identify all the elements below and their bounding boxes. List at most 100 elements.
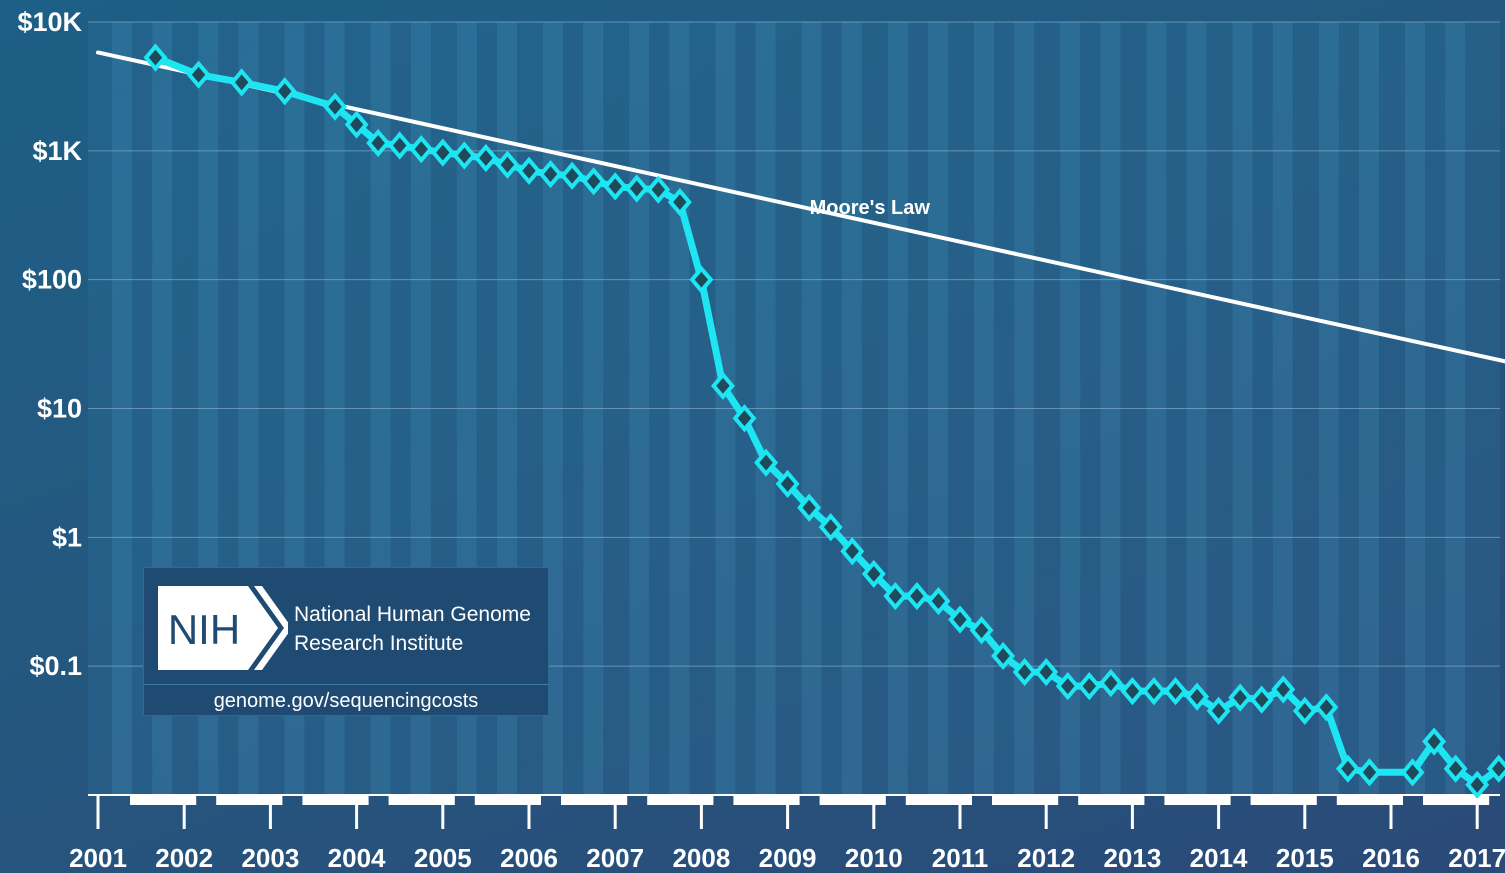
data-point xyxy=(926,586,951,616)
data-point xyxy=(1465,770,1490,799)
data-point xyxy=(1228,683,1253,712)
x-axis-segment xyxy=(819,795,886,805)
data-point xyxy=(143,43,168,72)
x-tick-label: 2016 xyxy=(1362,843,1420,873)
data-point xyxy=(452,141,477,170)
data-point xyxy=(1034,657,1059,687)
x-axis-segment xyxy=(216,795,283,805)
y-axis-ticks: $10K $1K $100 $10 $1 $0.1 xyxy=(17,7,82,681)
logo-divider xyxy=(144,684,548,685)
data-point xyxy=(948,605,972,634)
data-point xyxy=(323,92,348,121)
x-axis-segment xyxy=(733,795,800,805)
data-point xyxy=(473,143,498,173)
y-tick-label: $10 xyxy=(37,394,82,424)
data-point xyxy=(1163,677,1188,706)
organization-line-2: Research Institute xyxy=(294,632,464,655)
x-tick-label: 2014 xyxy=(1190,843,1248,873)
data-point xyxy=(272,77,297,106)
data-point xyxy=(840,537,865,566)
x-axis-segment xyxy=(647,795,714,805)
data-point xyxy=(603,172,628,201)
data-point xyxy=(646,175,671,204)
data-point xyxy=(1400,758,1425,787)
data-point xyxy=(754,448,779,477)
data-point xyxy=(1185,682,1210,711)
data-point xyxy=(624,174,649,203)
x-tick-label: 2011 xyxy=(932,843,988,873)
moores-law-label: Moore's Law xyxy=(810,197,931,219)
x-tick-label: 2009 xyxy=(759,843,817,873)
data-point xyxy=(991,641,1016,671)
data-point xyxy=(1314,693,1339,722)
data-point xyxy=(667,188,692,217)
data-point xyxy=(1055,672,1080,701)
data-point xyxy=(1335,754,1360,783)
x-tick-label: 2015 xyxy=(1276,843,1334,873)
data-point xyxy=(818,513,843,542)
nih-logo-text: NIH xyxy=(168,606,240,653)
organization-line-1: National Human Genome xyxy=(294,603,531,626)
x-axis-segment xyxy=(1423,795,1490,805)
x-tick-label: 2003 xyxy=(241,843,299,873)
data-point xyxy=(1422,727,1447,756)
x-axis-segment xyxy=(1164,795,1231,805)
data-point xyxy=(1141,677,1166,706)
data-point xyxy=(344,110,369,139)
data-point xyxy=(1012,657,1037,687)
x-axis-segment xyxy=(1336,795,1403,805)
y-tick-label: $100 xyxy=(22,265,82,295)
data-point xyxy=(883,581,908,611)
x-axis-segment xyxy=(992,795,1059,805)
data-point xyxy=(186,60,211,89)
data-point xyxy=(560,161,585,190)
data-point xyxy=(1443,754,1468,783)
data-point xyxy=(775,469,800,498)
data-point xyxy=(969,616,994,645)
x-axis-segment xyxy=(905,795,972,805)
organization-name: National Human Genome Research Institute xyxy=(294,600,544,658)
x-tick-label: 2007 xyxy=(586,843,644,873)
x-axis-segment xyxy=(302,795,369,805)
data-point xyxy=(710,371,735,400)
data-point xyxy=(409,135,434,164)
data-point xyxy=(797,493,822,522)
y-tick-label: $0.1 xyxy=(29,651,82,681)
data-point xyxy=(861,559,886,589)
cost-line-group xyxy=(143,43,1505,799)
data-point xyxy=(1249,685,1274,714)
data-point xyxy=(430,138,455,167)
x-axis-segment xyxy=(474,795,541,805)
data-point xyxy=(689,265,714,294)
nih-logo-mark: NIH xyxy=(158,586,288,670)
x-tick-label: 2004 xyxy=(328,843,386,873)
data-point xyxy=(732,404,757,433)
x-tick-label: 2008 xyxy=(672,843,730,873)
x-tick-label: 2006 xyxy=(500,843,558,873)
x-tick-label: 2002 xyxy=(155,843,213,873)
y-tick-label: $10K xyxy=(17,7,82,37)
x-axis-segment xyxy=(388,795,455,805)
x-axis-segment xyxy=(1250,795,1317,805)
x-axis: 2001 2002 2003 2004 2005 2006 2007 2008 2009 2010… xyxy=(69,794,1505,873)
data-point xyxy=(1271,675,1296,704)
x-axis-segment xyxy=(561,795,628,805)
x-tick-label: 2010 xyxy=(845,843,903,873)
source-url: genome.gov/sequencingcosts xyxy=(213,690,479,712)
x-tick-label: 2013 xyxy=(1103,843,1161,873)
data-point xyxy=(1357,758,1382,787)
data-point xyxy=(538,159,563,189)
data-point xyxy=(1098,668,1123,698)
data-point xyxy=(904,581,929,611)
x-tick-label: 2012 xyxy=(1017,843,1075,873)
x-tick-label: 2005 xyxy=(414,843,472,873)
y-tick-label: $1K xyxy=(32,136,82,166)
data-point xyxy=(495,150,520,179)
data-point xyxy=(1206,696,1231,725)
x-axis-segment xyxy=(1078,795,1145,805)
data-point xyxy=(229,68,254,97)
data-point xyxy=(1120,677,1145,706)
data-point xyxy=(366,128,391,158)
data-point xyxy=(1077,672,1102,701)
